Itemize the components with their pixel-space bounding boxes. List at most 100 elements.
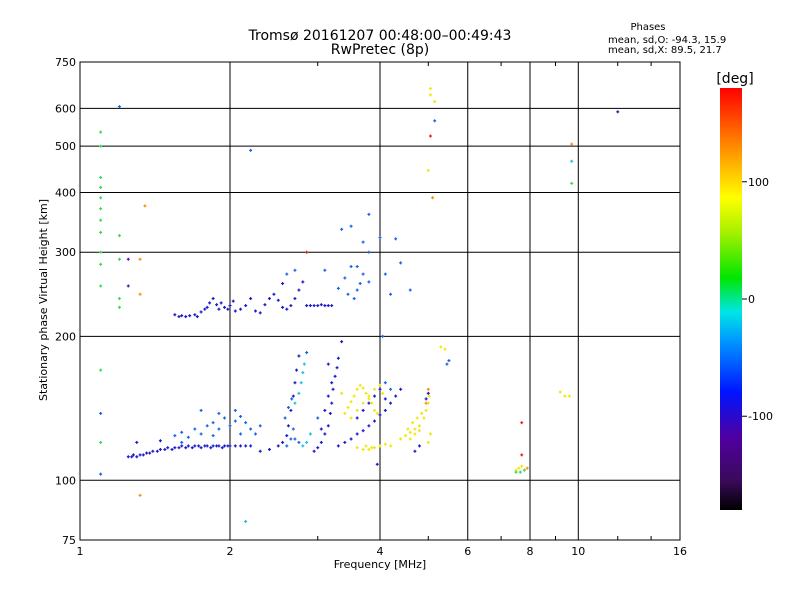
grid-lines bbox=[80, 62, 680, 540]
data-point bbox=[276, 298, 280, 302]
data-point bbox=[340, 227, 344, 231]
data-point bbox=[249, 148, 253, 152]
data-point bbox=[203, 307, 207, 311]
data-point bbox=[99, 175, 103, 179]
data-point bbox=[223, 305, 227, 309]
data-point bbox=[223, 444, 227, 448]
data-point bbox=[117, 297, 121, 301]
data-point bbox=[520, 453, 524, 457]
data-point bbox=[319, 427, 323, 431]
data-point bbox=[361, 447, 365, 451]
data-point bbox=[335, 366, 339, 370]
data-points bbox=[99, 87, 620, 523]
data-point bbox=[211, 434, 215, 438]
x-tick-label: 10 bbox=[571, 545, 585, 558]
data-point bbox=[99, 368, 103, 372]
data-point bbox=[138, 493, 142, 497]
data-point bbox=[135, 440, 139, 444]
data-point bbox=[316, 446, 320, 450]
data-point bbox=[417, 444, 421, 448]
data-point bbox=[228, 304, 232, 308]
data-point bbox=[364, 444, 368, 448]
data-point bbox=[330, 304, 334, 308]
data-point bbox=[378, 383, 382, 387]
data-point bbox=[361, 408, 365, 412]
data-point bbox=[239, 414, 243, 418]
data-point bbox=[305, 304, 309, 308]
data-point bbox=[426, 391, 430, 395]
x-tick-label: 1 bbox=[77, 545, 84, 558]
data-point bbox=[525, 466, 529, 470]
data-point bbox=[205, 305, 209, 309]
data-point bbox=[420, 411, 424, 415]
data-point bbox=[220, 446, 224, 450]
data-point bbox=[233, 444, 237, 448]
data-point bbox=[349, 265, 353, 269]
data-point bbox=[346, 405, 350, 409]
data-point bbox=[223, 416, 227, 420]
data-point bbox=[199, 310, 203, 314]
data-point bbox=[188, 314, 192, 318]
data-point bbox=[367, 212, 371, 216]
data-point bbox=[433, 119, 437, 123]
data-point bbox=[331, 387, 335, 391]
data-point bbox=[143, 204, 147, 208]
data-point bbox=[355, 446, 359, 450]
data-point bbox=[233, 309, 237, 313]
data-point bbox=[253, 432, 257, 436]
data-point bbox=[340, 391, 344, 395]
data-point bbox=[375, 462, 379, 466]
x-tick-label: 6 bbox=[464, 545, 471, 558]
data-point bbox=[117, 257, 121, 261]
data-point bbox=[399, 261, 403, 265]
data-point bbox=[99, 440, 103, 444]
data-point bbox=[99, 185, 103, 189]
x-tick-label: 8 bbox=[527, 545, 534, 558]
data-point bbox=[301, 280, 305, 284]
axis-ticks: 1 2 4 6 8 10 16 75 100 200 300 400 500 600 750 bbox=[55, 56, 687, 558]
data-point bbox=[389, 292, 393, 296]
data-point bbox=[373, 419, 377, 423]
data-point bbox=[447, 359, 451, 363]
data-point bbox=[138, 292, 142, 296]
data-point bbox=[117, 305, 121, 309]
data-point bbox=[523, 468, 527, 472]
data-point bbox=[316, 304, 320, 308]
y-tick-label: 100 bbox=[55, 474, 76, 487]
data-point bbox=[520, 464, 524, 468]
data-point bbox=[378, 387, 382, 391]
data-point bbox=[330, 381, 334, 385]
x-axis-label: Frequency [MHz] bbox=[334, 558, 426, 571]
data-point bbox=[361, 401, 365, 405]
data-point bbox=[285, 434, 289, 438]
data-point bbox=[352, 297, 356, 301]
data-point bbox=[373, 408, 377, 412]
data-point bbox=[355, 408, 359, 412]
data-point bbox=[370, 446, 374, 450]
data-point bbox=[226, 307, 230, 311]
y-tick-label: 300 bbox=[55, 246, 76, 259]
y-axis-label: Stationary phase Virtual Height [km] bbox=[37, 199, 50, 401]
data-point bbox=[286, 405, 290, 409]
data-point bbox=[281, 282, 285, 286]
data-point bbox=[301, 371, 305, 375]
y-tick-label: 500 bbox=[55, 140, 76, 153]
data-point bbox=[355, 432, 359, 436]
data-point bbox=[567, 394, 571, 398]
data-point bbox=[180, 314, 184, 318]
data-point bbox=[263, 303, 267, 307]
data-point bbox=[367, 397, 371, 401]
data-point bbox=[199, 446, 203, 450]
data-point bbox=[293, 401, 297, 405]
data-point bbox=[289, 437, 293, 441]
data-point bbox=[319, 440, 323, 444]
data-point bbox=[389, 401, 393, 405]
data-point bbox=[308, 304, 312, 308]
data-point bbox=[427, 394, 431, 398]
data-point bbox=[323, 268, 327, 272]
data-point bbox=[205, 424, 209, 428]
data-point bbox=[417, 429, 421, 433]
data-point bbox=[361, 272, 365, 276]
data-point bbox=[158, 439, 162, 443]
data-point bbox=[99, 262, 103, 266]
